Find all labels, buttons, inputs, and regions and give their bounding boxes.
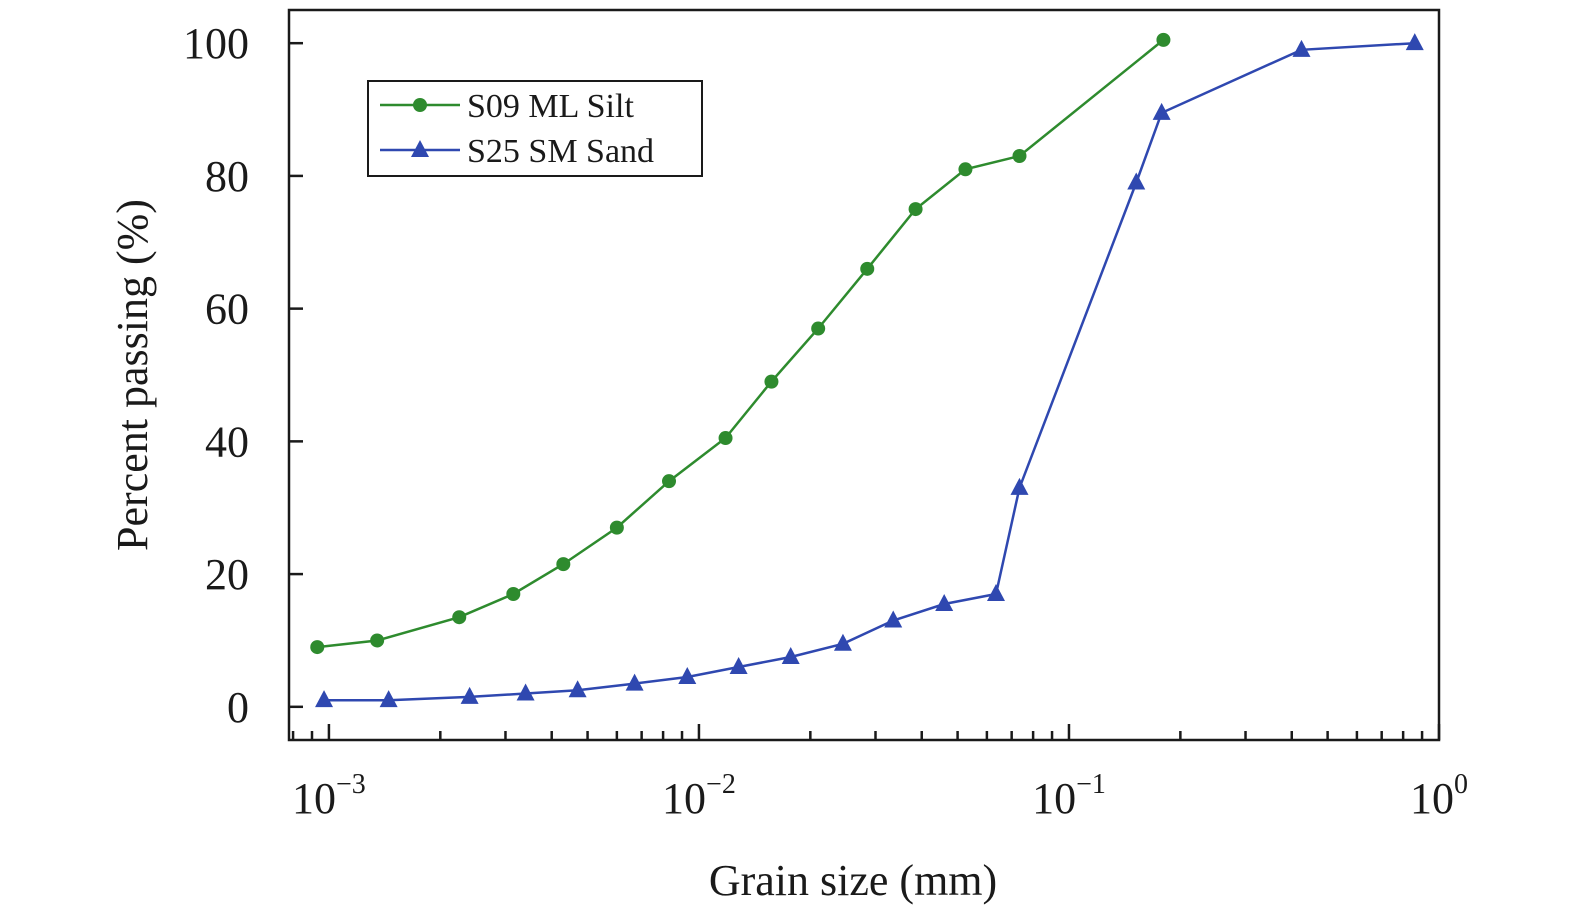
x-tick-label: 10−2: [662, 769, 736, 823]
data-point-0: [370, 633, 385, 648]
data-point-0: [310, 640, 325, 655]
x-tick-label: 10−1: [1032, 769, 1106, 823]
data-point-1: [884, 610, 903, 628]
tick-labels: 0 20 40 60 80 100 10−3 10−2 10−1 100: [183, 19, 1468, 823]
plot-frame: [287, 8, 1441, 742]
data-point-1: [379, 690, 398, 708]
legend-marker-silt: [413, 98, 427, 112]
data-point-0: [860, 261, 875, 276]
data-point-1: [1152, 102, 1171, 120]
data-point-0: [1156, 32, 1171, 47]
data-point-0: [609, 520, 624, 535]
legend-marker-sand: [411, 140, 429, 157]
y-axis-title: Percent passing (%): [108, 199, 157, 551]
x-tick-label: 10−3: [292, 769, 366, 823]
data-point-1: [1010, 477, 1029, 495]
data-point-1: [1127, 172, 1146, 190]
series-layer: [310, 32, 1424, 708]
data-point-1: [781, 647, 800, 665]
data-point-1: [986, 584, 1005, 601]
data-point-0: [908, 202, 923, 217]
data-point-1: [568, 680, 587, 698]
data-point-0: [718, 431, 733, 446]
data-point-1: [935, 593, 954, 611]
data-point-0: [556, 557, 571, 572]
data-point-0: [662, 474, 677, 489]
x-tick-label: 100: [1410, 769, 1468, 823]
data-point-1: [460, 686, 479, 704]
data-point-1: [833, 633, 852, 651]
data-point-1: [729, 657, 748, 674]
y-tick-label: 60: [205, 285, 249, 334]
y-tick-label: 100: [183, 19, 249, 68]
legend-label-sand: S25 SM Sand: [467, 133, 654, 170]
data-point-0: [764, 374, 779, 389]
legend: S09 ML Silt S25 SM Sand: [367, 80, 703, 177]
data-point-1: [678, 666, 697, 684]
data-point-1: [1405, 33, 1424, 51]
x-axis-title: Grain size (mm): [709, 856, 997, 905]
legend-box: [367, 80, 703, 177]
y-tick-label: 0: [227, 683, 249, 732]
data-point-1: [625, 673, 644, 691]
data-point-1: [516, 683, 535, 701]
data-point-0: [506, 587, 521, 601]
y-tick-label: 20: [205, 550, 249, 599]
series-line-1: [324, 41, 1415, 702]
legend-label-silt: S09 ML Silt: [467, 88, 634, 125]
y-tick-label: 80: [205, 152, 249, 201]
axis-ticks: [289, 41, 1441, 740]
data-point-0: [958, 162, 973, 177]
data-point-0: [811, 321, 826, 336]
data-point-1: [315, 690, 334, 708]
data-point-0: [1012, 149, 1027, 163]
data-point-0: [452, 610, 467, 625]
y-tick-label: 40: [205, 417, 249, 466]
data-point-1: [1292, 39, 1311, 57]
